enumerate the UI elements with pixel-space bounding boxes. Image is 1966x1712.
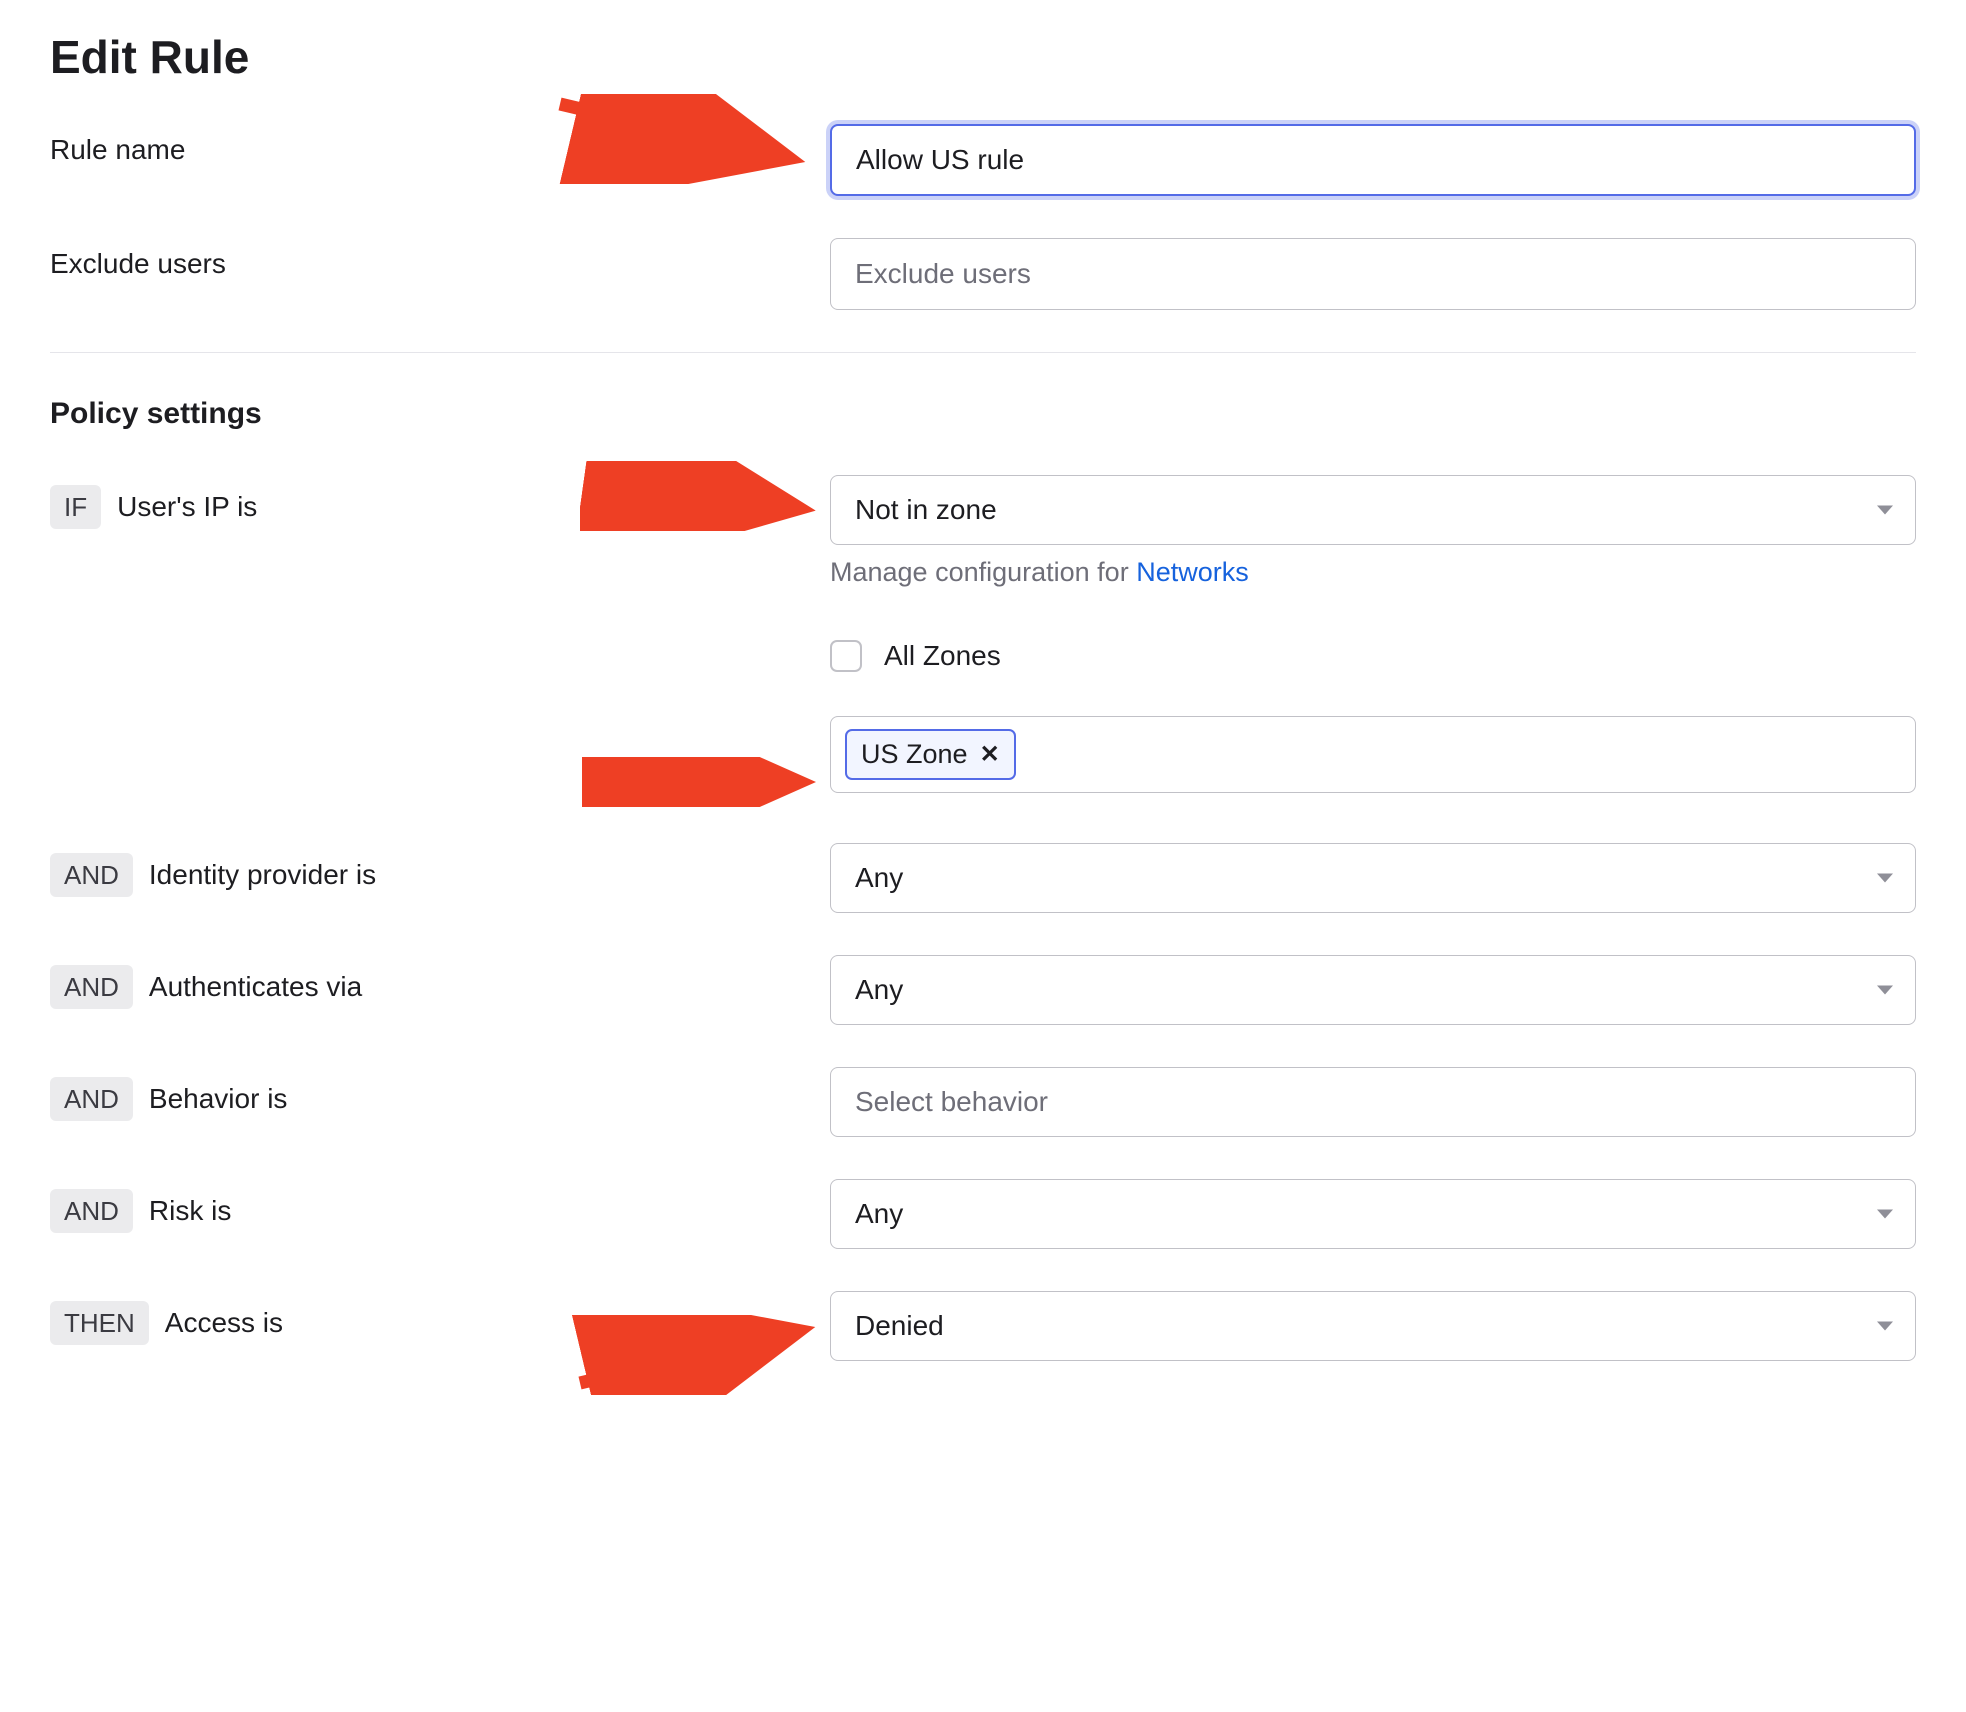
user-ip-select[interactable]: Not in zone bbox=[830, 475, 1916, 545]
policy-settings-heading: Policy settings bbox=[50, 397, 1916, 431]
rule-name-label: Rule name bbox=[50, 134, 185, 166]
behavior-select[interactable]: Select behavior bbox=[830, 1067, 1916, 1137]
zone-chip-label: US Zone bbox=[861, 739, 968, 770]
risk-label: Risk is bbox=[149, 1195, 231, 1227]
section-divider bbox=[50, 352, 1916, 353]
all-zones-row: All Zones bbox=[830, 640, 1916, 672]
user-ip-label: User's IP is bbox=[117, 491, 257, 523]
identity-provider-label: Identity provider is bbox=[149, 859, 376, 891]
condition-identity-provider: AND Identity provider is Any bbox=[50, 843, 1916, 913]
user-ip-select-value: Not in zone bbox=[855, 494, 997, 526]
condition-authenticates-via: AND Authenticates via Any bbox=[50, 955, 1916, 1025]
condition-behavior: AND Behavior is Select behavior bbox=[50, 1067, 1916, 1137]
tag-and-1: AND bbox=[50, 853, 133, 897]
condition-risk: AND Risk is Any bbox=[50, 1179, 1916, 1249]
identity-provider-select[interactable]: Any bbox=[830, 843, 1916, 913]
zones-chip-input[interactable]: US Zone ✕ bbox=[830, 716, 1916, 793]
authenticates-via-label: Authenticates via bbox=[149, 971, 362, 1003]
behavior-label: Behavior is bbox=[149, 1083, 288, 1115]
tag-and-2: AND bbox=[50, 965, 133, 1009]
all-zones-checkbox[interactable] bbox=[830, 640, 862, 672]
tag-and-4: AND bbox=[50, 1189, 133, 1233]
tag-if: IF bbox=[50, 485, 101, 529]
authenticates-via-select[interactable]: Any bbox=[830, 955, 1916, 1025]
rule-name-input[interactable] bbox=[830, 124, 1916, 196]
exclude-users-input[interactable] bbox=[830, 238, 1916, 310]
access-value: Denied bbox=[855, 1310, 944, 1342]
chevron-down-icon bbox=[1877, 1210, 1893, 1219]
networks-link[interactable]: Networks bbox=[1136, 557, 1249, 587]
exclude-users-label: Exclude users bbox=[50, 248, 226, 280]
risk-value: Any bbox=[855, 1198, 903, 1230]
authenticates-via-value: Any bbox=[855, 974, 903, 1006]
manage-config-text: Manage configuration for Networks bbox=[830, 557, 1916, 588]
zone-chip-us: US Zone ✕ bbox=[845, 729, 1016, 780]
rule-name-row: Rule name bbox=[50, 124, 1916, 196]
close-icon[interactable]: ✕ bbox=[980, 740, 1000, 769]
exclude-users-row: Exclude users bbox=[50, 238, 1916, 310]
chevron-down-icon bbox=[1877, 506, 1893, 515]
condition-access: THEN Access is Denied bbox=[50, 1291, 1916, 1361]
condition-user-ip: IF User's IP is Not in zone Manage confi… bbox=[50, 475, 1916, 793]
behavior-value: Select behavior bbox=[855, 1086, 1048, 1118]
tag-then: THEN bbox=[50, 1301, 149, 1345]
page-title: Edit Rule bbox=[50, 30, 1916, 84]
chevron-down-icon bbox=[1877, 874, 1893, 883]
identity-provider-value: Any bbox=[855, 862, 903, 894]
access-label: Access is bbox=[165, 1307, 283, 1339]
chevron-down-icon bbox=[1877, 986, 1893, 995]
chevron-down-icon bbox=[1877, 1322, 1893, 1331]
tag-and-3: AND bbox=[50, 1077, 133, 1121]
risk-select[interactable]: Any bbox=[830, 1179, 1916, 1249]
access-select[interactable]: Denied bbox=[830, 1291, 1916, 1361]
all-zones-label: All Zones bbox=[884, 640, 1001, 672]
